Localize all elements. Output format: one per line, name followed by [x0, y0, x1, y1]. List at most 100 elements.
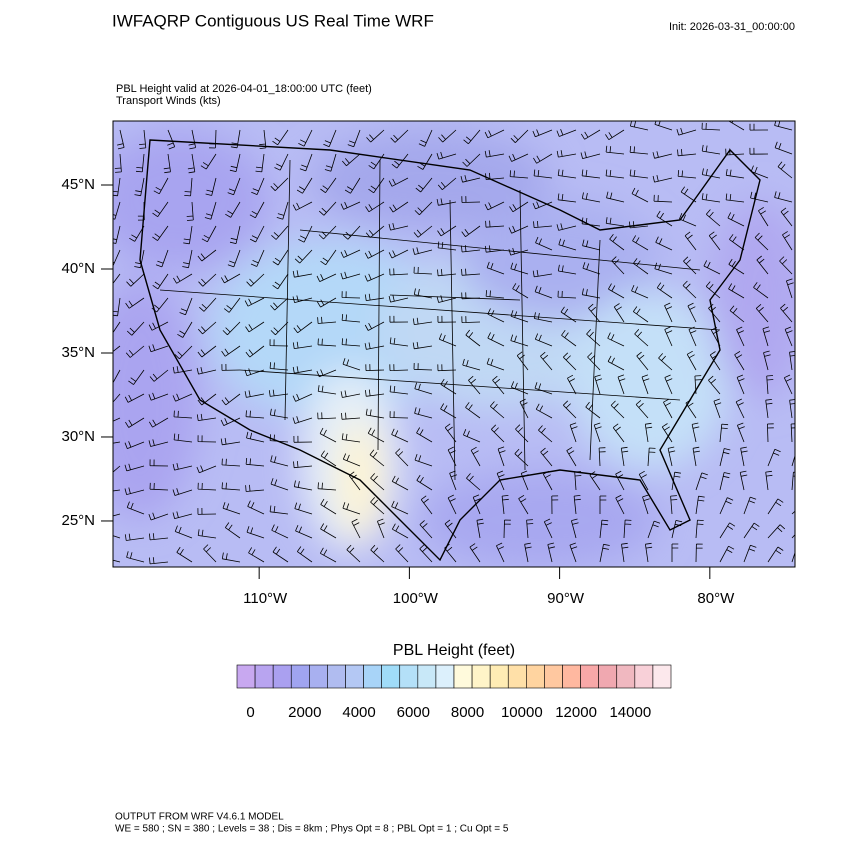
wind-barb [370, 544, 385, 563]
wind-barb [737, 422, 745, 443]
wind-barb [341, 153, 361, 167]
wind-barb [269, 362, 289, 371]
wind-barb [221, 482, 241, 491]
wind-barb [317, 412, 337, 420]
wind-barb [389, 315, 409, 323]
wind-barb [227, 177, 241, 196]
colorbar-tick-label: 2000 [288, 704, 321, 721]
wind-barb [222, 502, 241, 515]
wind-barb [364, 321, 385, 331]
wind-barb [656, 282, 673, 299]
wind-barb [581, 217, 601, 227]
wind-barb [599, 495, 607, 514]
colorbar-swatch [435, 664, 455, 689]
wind-barb [599, 543, 610, 563]
wind-barb [599, 519, 609, 539]
wind-barb [543, 518, 553, 539]
wind-barb [244, 297, 265, 307]
wind-barb [444, 519, 457, 539]
wind-barb [767, 546, 784, 563]
wind-barb [510, 262, 529, 275]
wind-barb [753, 282, 769, 299]
wind-barb [440, 378, 457, 395]
colorbar-swatch [453, 664, 473, 689]
x-tick-label: 100°W [393, 590, 439, 607]
colorbar-swatch [507, 664, 527, 689]
wind-barb [113, 345, 121, 352]
wind-barb [743, 496, 757, 515]
wind-barb [413, 225, 433, 238]
wind-barb [563, 400, 577, 419]
wind-barb [389, 268, 409, 276]
wind-barb [686, 350, 697, 371]
wind-barb [790, 423, 795, 443]
wind-barb [245, 345, 265, 358]
wind-barb [556, 223, 577, 231]
wind-barb [341, 433, 361, 443]
wind-barb [510, 129, 529, 143]
wind-barb [173, 273, 193, 284]
wind-barb [465, 329, 481, 347]
wind-barb [664, 374, 673, 395]
wind-barb [469, 543, 481, 563]
wind-barb [340, 390, 361, 398]
wind-barb [556, 150, 577, 158]
colorbar-swatch [598, 664, 618, 689]
wind-barb [176, 546, 193, 563]
wind-barb [204, 201, 217, 220]
wind-barb [667, 446, 676, 467]
wind-barb [196, 367, 217, 375]
wind-barb [148, 417, 169, 428]
wind-barb [188, 129, 196, 150]
wind-barb [389, 337, 409, 347]
colorbar-swatch [562, 664, 581, 689]
wind-barb [245, 410, 265, 419]
wind-barb [533, 153, 553, 164]
wind-barb [201, 225, 217, 243]
colorbar-tick-label: 8000 [451, 704, 484, 721]
wind-barb [412, 341, 433, 350]
wind-barb [485, 172, 505, 180]
wind-barb [298, 129, 313, 147]
wind-barb [470, 446, 481, 467]
wind-barb [581, 169, 601, 179]
wind-barb [708, 303, 721, 323]
wind-barb [557, 264, 577, 275]
wind-barb [148, 344, 169, 353]
wind-barb [415, 177, 433, 193]
wind-barb [272, 546, 289, 563]
wind-barb [606, 191, 625, 203]
wind-barb [148, 392, 169, 401]
wind-barb [461, 245, 481, 253]
map-field [113, 121, 795, 567]
wind-barb [224, 522, 241, 539]
footer-line: OUTPUT FROM WRF V4.6.1 MODEL [115, 812, 284, 823]
wind-barb [269, 339, 289, 347]
x-tick-label: 80°W [697, 590, 735, 607]
wind-barb [777, 161, 793, 179]
wind-barb [461, 196, 481, 203]
map-axes: 110°W 100°W 90°W 80°W 25°N 30°N 35°N 40°N 45°N [61, 176, 735, 607]
wind-barb [605, 169, 625, 179]
colorbar-swatch [526, 664, 545, 689]
wind-barb [735, 398, 745, 419]
wind-barb [125, 417, 145, 428]
wind-barb [485, 290, 505, 299]
wind-barb [491, 424, 505, 443]
wind-barb [177, 321, 193, 338]
wind-barb [512, 283, 529, 299]
wind-barb [320, 498, 337, 515]
wind-barb [221, 345, 241, 357]
wind-barb [581, 192, 601, 203]
wind-barb [179, 297, 193, 316]
wind-barb [274, 153, 289, 171]
wind-barb [365, 389, 385, 397]
wind-barb [629, 169, 649, 179]
wind-barb [449, 470, 458, 491]
wind-barb [205, 177, 217, 196]
wind-barb [149, 459, 169, 467]
wind-barb [647, 520, 661, 539]
wind-barb [492, 375, 505, 395]
wind-barb [719, 497, 734, 515]
wind-barb [615, 494, 625, 515]
